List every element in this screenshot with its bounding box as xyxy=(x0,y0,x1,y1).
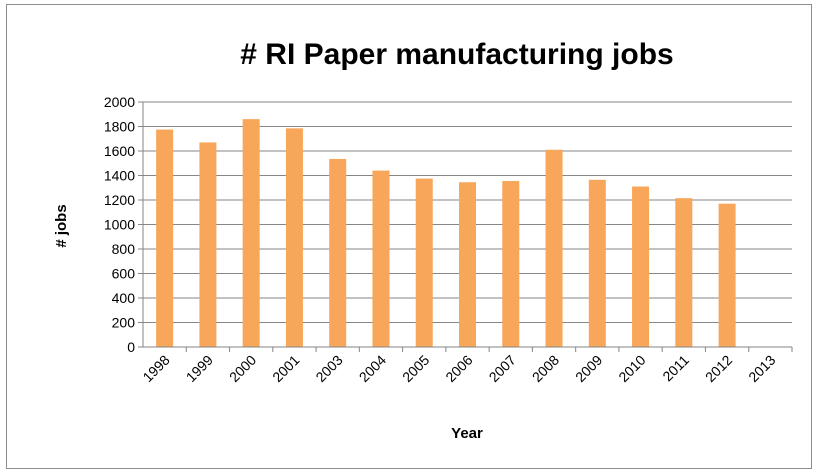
y-tick-label: 600 xyxy=(112,266,136,282)
x-tick-label-2007: 2007 xyxy=(486,352,519,385)
y-tick-label: 0 xyxy=(127,339,135,355)
x-tick-label-2006: 2006 xyxy=(442,352,475,385)
x-axis-label: Year xyxy=(451,425,483,442)
bar-2007 xyxy=(502,181,520,347)
bar-2008 xyxy=(545,149,563,347)
x-tick-label-2009: 2009 xyxy=(572,352,605,385)
bar-2012 xyxy=(718,203,736,347)
bar-1998 xyxy=(156,129,174,347)
y-tick-label: 200 xyxy=(112,315,136,331)
x-tick-label-2011: 2011 xyxy=(659,352,692,385)
bar-2001 xyxy=(285,128,303,347)
bar-2010 xyxy=(632,186,650,347)
x-tick-label-2003: 2003 xyxy=(312,352,345,385)
y-tick-label: 1400 xyxy=(104,168,135,184)
bar-2004 xyxy=(372,170,390,347)
y-tick-label: 2000 xyxy=(104,94,135,110)
x-tick-label-2000: 2000 xyxy=(226,352,259,385)
y-axis-label: # jobs xyxy=(53,204,70,247)
y-tick-label: 400 xyxy=(112,290,136,306)
bars xyxy=(156,119,736,348)
x-tick-label-2008: 2008 xyxy=(529,352,562,385)
y-tick-label: 1600 xyxy=(104,143,135,159)
x-tick-label-2013: 2013 xyxy=(745,352,778,385)
y-tick-label: 1000 xyxy=(104,217,135,233)
bar-2003 xyxy=(329,158,347,347)
chart-title: # RI Paper manufacturing jobs xyxy=(240,38,673,71)
x-tick-label-1999: 1999 xyxy=(183,352,216,385)
y-tick-labels: 0 200 400 600 800 1000 1200 1400 1600 1800 2000 xyxy=(104,94,135,355)
x-tick-label-2004: 2004 xyxy=(356,352,389,385)
y-tick-label: 1800 xyxy=(104,119,135,135)
bar-2006 xyxy=(459,182,476,347)
x-tick-labels: 1998 1999 2000 2001 2003 2004 2005 2006 2007 2008… xyxy=(139,352,778,385)
x-tick-label-2005: 2005 xyxy=(399,352,432,385)
bar-2011 xyxy=(675,198,693,347)
bar-1999 xyxy=(199,142,217,347)
y-tick-label: 1200 xyxy=(104,192,135,208)
y-tick-label: 800 xyxy=(112,241,136,257)
bar-2005 xyxy=(415,178,433,347)
x-tick-label-1998: 1998 xyxy=(139,352,172,385)
x-tick-label-2010: 2010 xyxy=(615,352,648,385)
bar-2000 xyxy=(242,119,260,348)
x-tick-label-2012: 2012 xyxy=(702,352,735,385)
x-tick-label-2001: 2001 xyxy=(269,352,302,385)
bar-2009 xyxy=(588,179,606,347)
